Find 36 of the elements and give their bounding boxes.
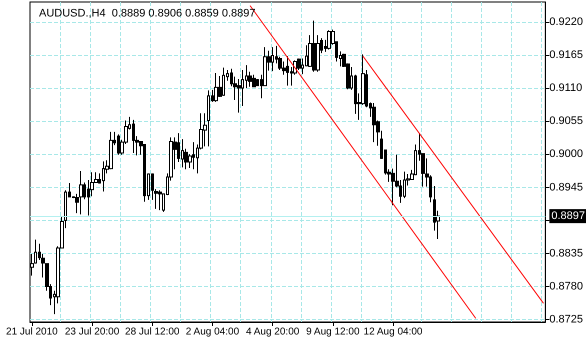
ref-line-label: 0.8897	[551, 210, 586, 222]
candlestick	[207, 90, 210, 147]
x-tick-label: 4 Aug 20:00	[246, 326, 300, 338]
candlestick	[79, 170, 83, 215]
x-tick-label: 23 Jul 20:00	[64, 326, 120, 338]
chart-title: AUDUSD.,H4 0.8889 0.8906 0.8859 0.8897	[39, 8, 256, 20]
y-tick-label: 0.9165	[549, 48, 584, 61]
candlestick	[109, 131, 113, 170]
candlestick	[271, 46, 274, 72]
x-tick-label: 2 Aug 04:00	[186, 326, 240, 338]
y-tick-label: 0.8725	[549, 314, 584, 326]
candlestick	[222, 67, 225, 96]
candlestick	[143, 143, 146, 202]
candlestick	[102, 160, 105, 192]
candlestick	[312, 20, 316, 72]
y-tick-label: 0.9220	[549, 16, 584, 28]
candlestick	[132, 119, 135, 154]
y-tick-label: 0.9110	[549, 82, 582, 94]
candlestick	[117, 134, 120, 156]
x-tick-label: 9 Aug 12:00	[306, 326, 360, 338]
candlestick	[327, 30, 331, 50]
candlestick	[252, 74, 256, 88]
y-tick-label: 0.9055	[549, 115, 584, 128]
candlestick	[403, 171, 406, 199]
y-tick-label: 0.8780	[549, 280, 584, 293]
y-tick-label: 0.9000	[549, 148, 584, 160]
x-tick-label: 28 Jul 12:00	[125, 326, 180, 338]
x-tick-label: 12 Aug 04:00	[364, 326, 423, 338]
candlestick	[158, 190, 162, 211]
y-tick-label: 0.8835	[549, 247, 584, 260]
candlestick	[286, 56, 289, 86]
candlestick	[214, 72, 218, 102]
candlestick	[372, 102, 376, 143]
x-tick-label: 21 Jul 2010	[6, 326, 58, 338]
y-tick-label: 0.8945	[549, 181, 584, 194]
candlestick	[192, 142, 195, 170]
